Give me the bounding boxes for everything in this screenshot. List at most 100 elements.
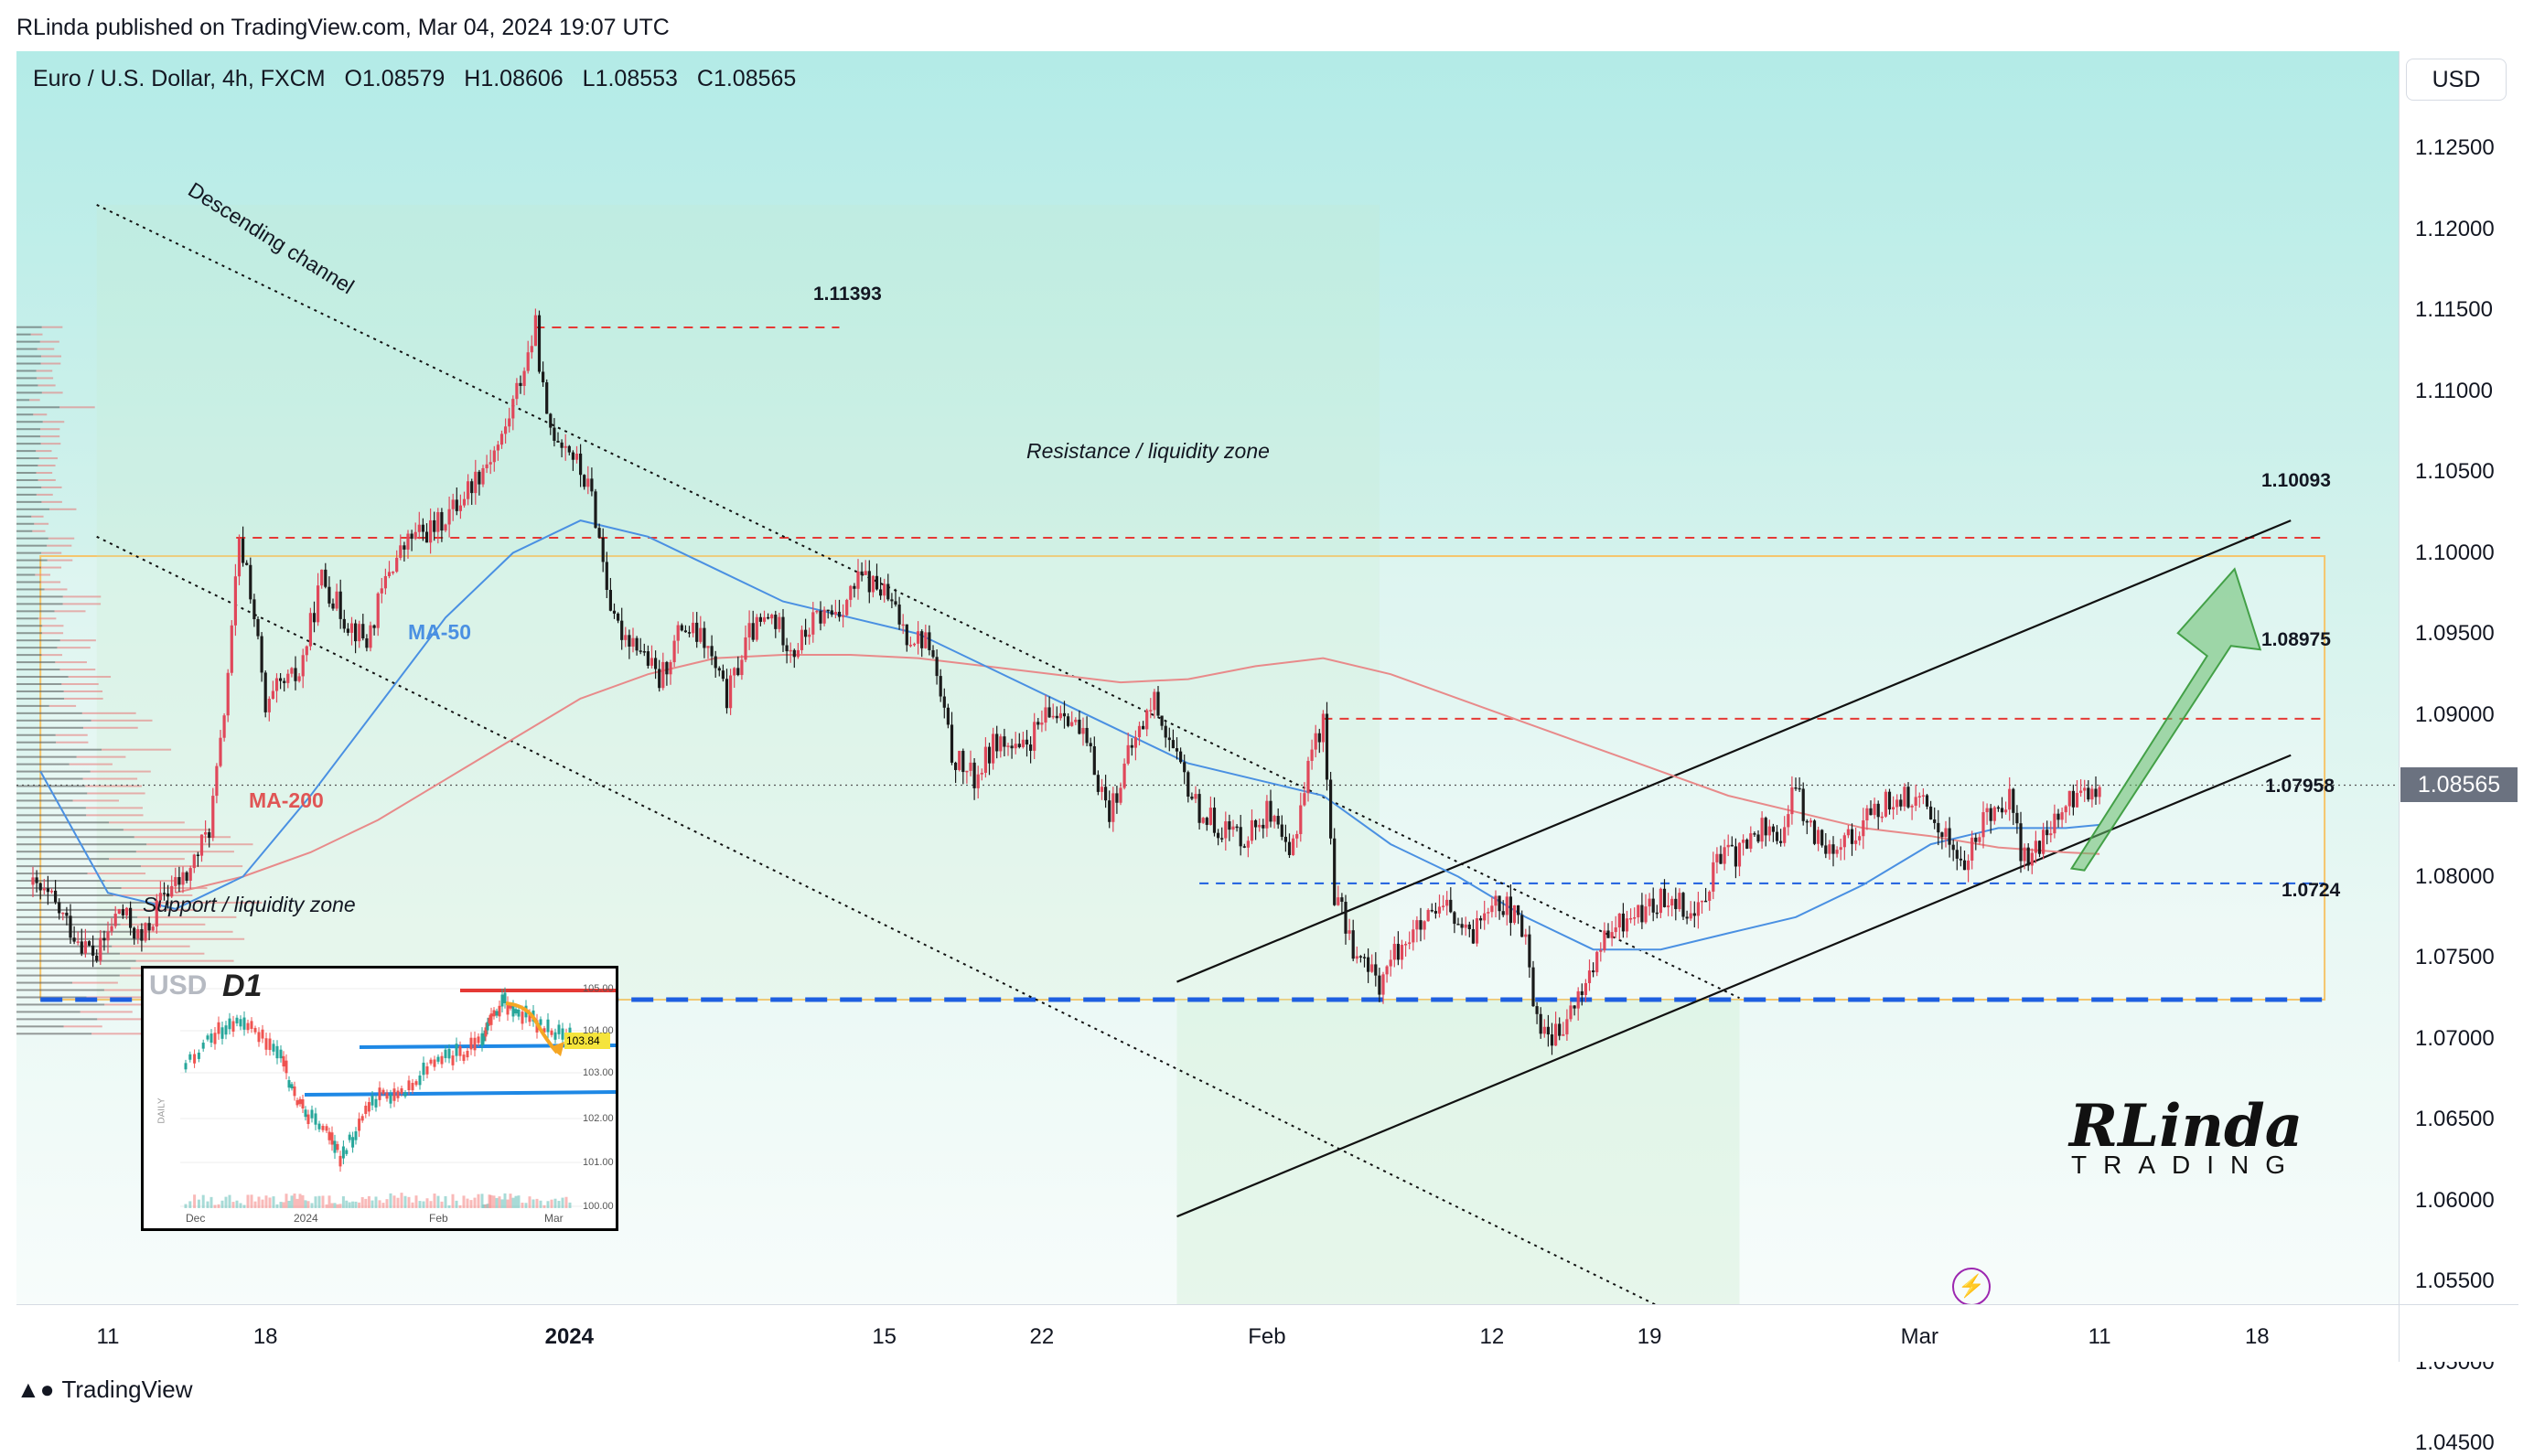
- candle-body: [767, 616, 770, 619]
- inset-volume-bar: [407, 1196, 411, 1208]
- candle-body: [1974, 837, 1978, 842]
- inset-volume-bar: [440, 1201, 444, 1208]
- candle-body: [1565, 1019, 1569, 1034]
- volume-profile-bar: [47, 544, 72, 547]
- candle-body: [1036, 722, 1040, 725]
- inset-candle-body: [201, 1043, 205, 1049]
- lightning-icon[interactable]: ⚡: [1952, 1268, 1991, 1306]
- candle-body: [912, 643, 917, 646]
- time-tick-label: 19: [1637, 1324, 1662, 1349]
- volume-profile-bar: [59, 639, 96, 642]
- inset-volume-bar: [477, 1194, 480, 1208]
- candle-body: [1153, 691, 1156, 711]
- candle-body: [249, 564, 252, 600]
- candle-body: [1074, 719, 1078, 723]
- candle-body: [1044, 707, 1047, 723]
- candle-body: [800, 629, 804, 650]
- inset-volume-bar: [489, 1194, 493, 1208]
- candle-body: [522, 370, 526, 387]
- inset-title: USD: [149, 970, 208, 1001]
- candle-body: [2037, 840, 2042, 854]
- candle-body: [680, 625, 683, 631]
- volume-profile-bar: [87, 792, 145, 795]
- candle-body: [1873, 803, 1876, 816]
- volume-profile-bar: [36, 369, 53, 372]
- inset-price-tick-3: 102.00: [583, 1113, 614, 1124]
- inset-volume-bar: [492, 1195, 496, 1208]
- candle-body: [1779, 840, 1783, 843]
- candle-body: [504, 426, 508, 434]
- volume-profile-bar: [16, 573, 36, 576]
- candle-body: [1637, 905, 1640, 918]
- candle-body: [1831, 844, 1835, 854]
- price-axis[interactable]: [2399, 51, 2518, 1304]
- inset-candle-body: [209, 1033, 213, 1044]
- candle-body: [1524, 934, 1528, 937]
- currency-selector[interactable]: USD: [2406, 59, 2507, 101]
- price-tick-label: 1.04500: [2415, 1430, 2495, 1455]
- inset-candle-body: [429, 1059, 433, 1064]
- candle-body: [365, 637, 369, 648]
- candle-body: [2079, 790, 2083, 793]
- price-tick-label: 1.12000: [2415, 216, 2495, 241]
- candle-body: [515, 382, 519, 400]
- volume-profile-bar: [16, 551, 42, 554]
- candle-body: [1381, 974, 1385, 995]
- candle-body: [1726, 844, 1730, 848]
- inset-candle-body: [440, 1055, 444, 1065]
- candle-body: [349, 623, 354, 633]
- tradingview-footer[interactable]: ▲● TradingView: [16, 1376, 193, 1404]
- candle-body: [789, 649, 792, 652]
- candle-body: [2008, 788, 2012, 810]
- candle-body: [2060, 812, 2064, 820]
- candle-body: [1325, 713, 1329, 780]
- volume-profile-bar: [41, 654, 63, 657]
- price-chart-svg[interactable]: [16, 51, 2399, 1304]
- candle-body: [133, 927, 136, 939]
- candle-body: [1783, 827, 1787, 843]
- candle-body: [1659, 888, 1662, 914]
- level-label-111393: 1.11393: [813, 284, 882, 305]
- inset-volume-bar: [341, 1196, 345, 1208]
- candle-body: [155, 900, 158, 927]
- volume-profile-bar: [135, 930, 233, 933]
- inset-volume-bar: [486, 1204, 489, 1208]
- candle-body: [833, 611, 837, 616]
- legend-close: C1.08565: [696, 66, 797, 91]
- candle-body: [683, 630, 687, 633]
- candle-body: [976, 774, 980, 788]
- volume-profile-bar: [82, 726, 138, 729]
- price-tick-label: 1.11500: [2415, 297, 2493, 322]
- candle-body: [1865, 808, 1869, 821]
- candle-body: [2030, 852, 2034, 866]
- candle-body: [1149, 710, 1153, 712]
- candle-body: [308, 613, 312, 647]
- time-axis[interactable]: [16, 1304, 2399, 1362]
- candle-body: [1569, 1005, 1573, 1020]
- volume-profile-bar: [16, 1033, 92, 1035]
- inset-candle-body: [333, 1140, 337, 1153]
- inset-volume-bar: [473, 1197, 477, 1208]
- candle-body: [574, 453, 579, 460]
- volume-profile-bar: [113, 894, 193, 896]
- inset-volume-bar: [287, 1200, 291, 1208]
- candle-body: [1933, 819, 1937, 823]
- inset-support-line-2: [304, 1090, 616, 1097]
- candle-body: [1254, 819, 1258, 828]
- candle-body: [658, 669, 661, 689]
- candle-body: [124, 907, 129, 915]
- volume-profile-bar: [16, 632, 43, 635]
- inset-candle-body: [489, 1013, 493, 1025]
- volume-profile-bar: [37, 348, 55, 350]
- candle-body: [601, 537, 605, 562]
- volume-profile-bar: [36, 472, 53, 474]
- inset-volume-bar: [184, 1204, 188, 1208]
- candle-body: [1104, 787, 1108, 801]
- candle-body: [1498, 895, 1501, 912]
- volume-profile-bar: [16, 755, 77, 758]
- candle-body: [703, 627, 706, 648]
- price-tick-label: 1.09000: [2415, 701, 2495, 727]
- price-tick-label: 1.06500: [2415, 1107, 2495, 1131]
- candle-body: [1179, 751, 1183, 763]
- volume-profile-bar: [62, 595, 102, 598]
